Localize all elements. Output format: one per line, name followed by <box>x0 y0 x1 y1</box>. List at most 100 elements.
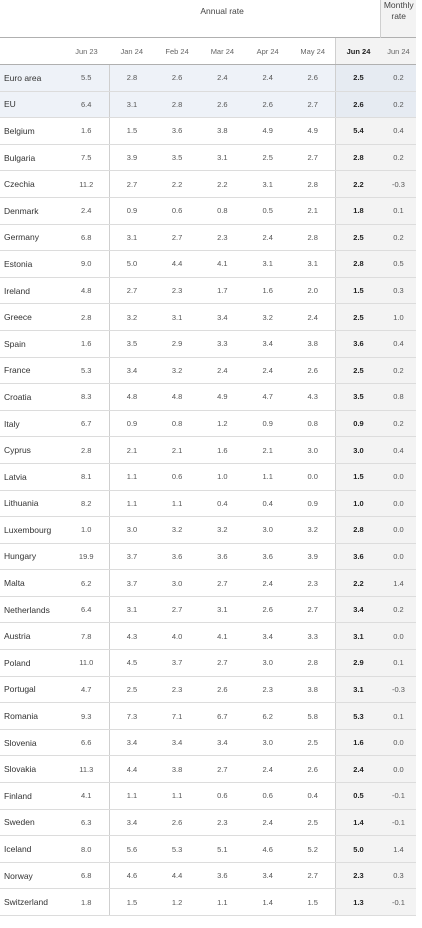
annual-rate-cell: 4.4 <box>154 250 200 278</box>
monthly-rate-cell: 0.2 <box>380 64 416 92</box>
annual-rate-cell: 3.4 <box>109 357 155 385</box>
table-row: Switzerland 1.8 1.5 1.2 1.1 1.4 1.5 1.3 -0.1 <box>0 888 416 916</box>
annual-rate-cell: 11.3 <box>63 755 110 784</box>
table-row: Estonia 9.0 5.0 4.4 4.1 3.1 3.1 2.8 0.5 <box>0 250 416 278</box>
table-row: Lithuania 8.2 1.1 1.1 0.4 0.4 0.9 1.0 0.0 <box>0 490 416 518</box>
annual-rate-cell: 4.9 <box>199 383 246 411</box>
table-row: Sweden 6.3 3.4 2.6 2.3 2.4 2.5 1.4 -0.1 <box>0 809 416 837</box>
annual-rate-cell: 2.3 <box>335 862 381 890</box>
annual-rate-cell: 2.4 <box>290 303 336 331</box>
table-row: Slovenia 6.6 3.4 3.4 3.4 3.0 2.5 1.6 0.0 <box>0 729 416 757</box>
annual-rate-cell: 1.1 <box>109 490 155 518</box>
annual-rate-cell: 3.0 <box>109 516 155 544</box>
annual-rate-cell: 6.7 <box>199 702 246 730</box>
annual-rate-cell: 1.6 <box>199 436 246 464</box>
annual-rate-cell: 2.9 <box>335 649 381 677</box>
annual-rate-cell: 2.6 <box>154 809 200 837</box>
annual-rate-cell: 1.5 <box>109 117 155 145</box>
annual-rate-cell: 2.8 <box>290 649 336 677</box>
annual-rate-cell: 1.4 <box>245 888 291 916</box>
country-name: Latvia <box>0 463 64 491</box>
annual-rate-cell: 4.8 <box>63 277 110 305</box>
monthly-rate-cell: 0.0 <box>380 543 416 571</box>
annual-rate-cell: 1.1 <box>154 782 200 810</box>
annual-rate-cell: 3.6 <box>154 543 200 571</box>
annual-rate-cell: 1.7 <box>199 277 246 305</box>
annual-rate-cell: 3.6 <box>335 543 381 571</box>
annual-rate-cell: 1.0 <box>199 463 246 491</box>
inflation-rates-table: Annual rate Monthly rate Jun 23 Jan 24 F… <box>0 0 416 916</box>
annual-rate-cell: 0.9 <box>109 410 155 438</box>
annual-rate-cell: 0.4 <box>199 490 246 518</box>
table-row: Greece 2.8 3.2 3.1 3.4 3.2 2.4 2.5 1.0 <box>0 303 416 331</box>
table-row: EU 6.4 3.1 2.8 2.6 2.6 2.7 2.6 0.2 <box>0 91 416 119</box>
annual-rate-cell: 3.4 <box>109 729 155 757</box>
column-header: Apr 24 <box>245 37 291 65</box>
annual-rate-cell: 2.7 <box>290 596 336 624</box>
monthly-rate-cell: 0.0 <box>380 729 416 757</box>
annual-rate-cell: 2.4 <box>245 569 291 597</box>
monthly-rate-cell: 0.0 <box>380 490 416 518</box>
annual-rate-cell: 3.9 <box>109 144 155 172</box>
annual-rate-cell: 0.9 <box>290 490 336 518</box>
monthly-rate-cell: 0.1 <box>380 197 416 225</box>
monthly-rate-cell: 0.0 <box>380 755 416 784</box>
annual-rate-cell: 11.0 <box>63 649 110 677</box>
annual-rate-cell: 0.0 <box>290 463 336 491</box>
annual-rate-cell: 3.1 <box>109 224 155 252</box>
annual-rate-cell: 3.4 <box>199 729 246 757</box>
monthly-rate-cell: 0.0 <box>380 463 416 491</box>
annual-rate-cell: 4.6 <box>245 835 291 863</box>
annual-rate-header: Annual rate <box>200 6 244 16</box>
monthly-rate-cell: 0.3 <box>380 862 416 890</box>
country-name: Austria <box>0 622 64 651</box>
annual-rate-cell: 2.4 <box>63 197 110 225</box>
table-row: Belgium 1.6 1.5 3.6 3.8 4.9 4.9 5.4 0.4 <box>0 117 416 145</box>
annual-rate-cell: 6.4 <box>63 596 110 624</box>
country-name: Italy <box>0 410 64 438</box>
annual-rate-cell: 2.7 <box>109 277 155 305</box>
annual-rate-cell: 7.5 <box>63 144 110 172</box>
annual-rate-cell: 2.7 <box>154 596 200 624</box>
country-column-header <box>0 37 64 65</box>
corner-cell <box>0 0 64 38</box>
column-header-monthly: Jun 24 <box>380 37 416 65</box>
monthly-rate-cell: 1.0 <box>380 303 416 331</box>
annual-rate-cell: 5.6 <box>109 835 155 863</box>
annual-rate-cell: 2.3 <box>290 569 336 597</box>
annual-rate-cell: 4.5 <box>109 649 155 677</box>
annual-rate-cell: 3.1 <box>154 303 200 331</box>
annual-rate-cell: 1.1 <box>199 888 246 916</box>
monthly-rate-cell: 0.4 <box>380 117 416 145</box>
country-name: Iceland <box>0 835 64 863</box>
annual-rate-cell: 2.6 <box>199 676 246 704</box>
annual-rate-cell: 3.6 <box>154 117 200 145</box>
monthly-rate-cell: 0.4 <box>380 330 416 358</box>
annual-rate-cell: 0.6 <box>245 782 291 810</box>
annual-rate-cell: 2.7 <box>154 224 200 252</box>
column-header: Jun 23 <box>63 37 110 65</box>
table-row: Slovakia 11.3 4.4 3.8 2.7 2.4 2.6 2.4 0.0 <box>0 755 416 784</box>
annual-rate-cell: 4.3 <box>290 383 336 411</box>
annual-rate-cell: 4.7 <box>63 676 110 704</box>
annual-rate-cell: 1.3 <box>335 888 381 916</box>
annual-rate-cell: 2.3 <box>199 809 246 837</box>
annual-rate-cell: 3.5 <box>335 383 381 411</box>
annual-rate-cell: 2.6 <box>245 91 291 119</box>
column-header: Mar 24 <box>199 37 246 65</box>
annual-rate-cell: 1.6 <box>245 277 291 305</box>
country-name: Germany <box>0 224 64 252</box>
country-name: France <box>0 357 64 385</box>
annual-rate-cell: 2.6 <box>335 91 381 119</box>
monthly-rate-cell: 0.2 <box>380 596 416 624</box>
annual-rate-cell: 4.1 <box>63 782 110 810</box>
annual-rate-cell: 3.0 <box>154 569 200 597</box>
annual-rate-cell: 3.4 <box>154 729 200 757</box>
annual-rate-cell: 4.8 <box>154 383 200 411</box>
annual-rate-cell: 2.7 <box>290 862 336 890</box>
country-name: Finland <box>0 782 64 810</box>
table-row: Poland 11.0 4.5 3.7 2.7 3.0 2.8 2.9 0.1 <box>0 649 416 677</box>
monthly-rate-header: Monthly rate <box>380 0 416 38</box>
table-row: Iceland 8.0 5.6 5.3 5.1 4.6 5.2 5.0 1.4 <box>0 835 416 863</box>
annual-rate-cell: 2.8 <box>335 516 381 544</box>
